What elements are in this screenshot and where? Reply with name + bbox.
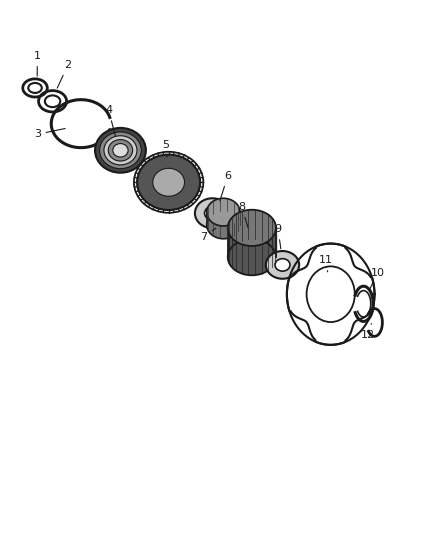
Text: 1: 1 [34,51,41,76]
Ellipse shape [195,198,230,228]
Text: 2: 2 [57,60,71,88]
Ellipse shape [99,132,141,168]
Ellipse shape [207,211,240,239]
Ellipse shape [113,143,128,157]
Ellipse shape [266,251,299,279]
Ellipse shape [104,136,137,165]
Text: 6: 6 [220,171,231,201]
Ellipse shape [137,155,200,210]
Text: 9: 9 [275,224,282,249]
Text: 10: 10 [369,268,385,290]
Ellipse shape [153,168,184,196]
Ellipse shape [228,209,276,246]
Ellipse shape [275,259,290,271]
Ellipse shape [207,198,240,226]
Text: 7: 7 [200,228,216,242]
Text: 3: 3 [34,128,65,139]
Text: 11: 11 [319,255,333,272]
Text: 4: 4 [105,106,115,136]
Text: 5: 5 [162,140,169,157]
Ellipse shape [307,266,355,322]
Ellipse shape [205,206,220,220]
Ellipse shape [95,128,146,173]
Ellipse shape [108,140,133,161]
Text: 8: 8 [238,202,248,228]
Ellipse shape [228,239,276,275]
Text: 12: 12 [361,324,375,340]
